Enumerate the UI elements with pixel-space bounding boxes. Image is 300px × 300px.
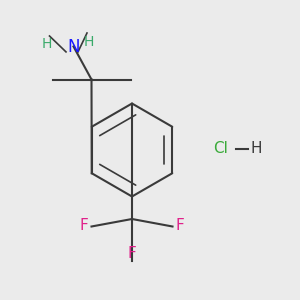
Text: F: F (176, 218, 184, 232)
Text: Cl: Cl (213, 141, 228, 156)
Text: F: F (128, 246, 136, 261)
Text: H: H (83, 34, 94, 49)
Text: F: F (80, 218, 88, 232)
Text: H: H (251, 141, 262, 156)
Text: H: H (41, 38, 52, 52)
Text: N: N (67, 38, 80, 56)
